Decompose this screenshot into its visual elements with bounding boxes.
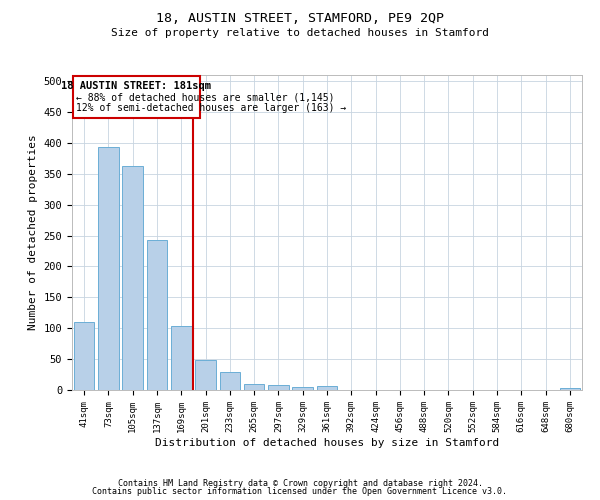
Bar — [122, 166, 143, 390]
Bar — [98, 148, 119, 390]
Y-axis label: Number of detached properties: Number of detached properties — [28, 134, 38, 330]
Bar — [146, 240, 167, 390]
Bar — [220, 372, 240, 390]
Text: Contains HM Land Registry data © Crown copyright and database right 2024.: Contains HM Land Registry data © Crown c… — [118, 478, 482, 488]
Text: Contains public sector information licensed under the Open Government Licence v3: Contains public sector information licen… — [92, 487, 508, 496]
Text: 18, AUSTIN STREET, STAMFORD, PE9 2QP: 18, AUSTIN STREET, STAMFORD, PE9 2QP — [156, 12, 444, 26]
Bar — [317, 386, 337, 390]
Bar — [74, 322, 94, 390]
Bar — [560, 388, 580, 390]
Text: Size of property relative to detached houses in Stamford: Size of property relative to detached ho… — [111, 28, 489, 38]
Bar — [268, 385, 289, 390]
Bar — [171, 326, 191, 390]
Bar — [292, 387, 313, 390]
Bar — [244, 384, 265, 390]
Text: 12% of semi-detached houses are larger (163) →: 12% of semi-detached houses are larger (… — [76, 104, 346, 114]
FancyBboxPatch shape — [73, 76, 199, 118]
Text: ← 88% of detached houses are smaller (1,145): ← 88% of detached houses are smaller (1,… — [76, 92, 334, 102]
X-axis label: Distribution of detached houses by size in Stamford: Distribution of detached houses by size … — [155, 438, 499, 448]
Text: 18 AUSTIN STREET: 181sqm: 18 AUSTIN STREET: 181sqm — [61, 81, 211, 91]
Bar — [195, 360, 216, 390]
